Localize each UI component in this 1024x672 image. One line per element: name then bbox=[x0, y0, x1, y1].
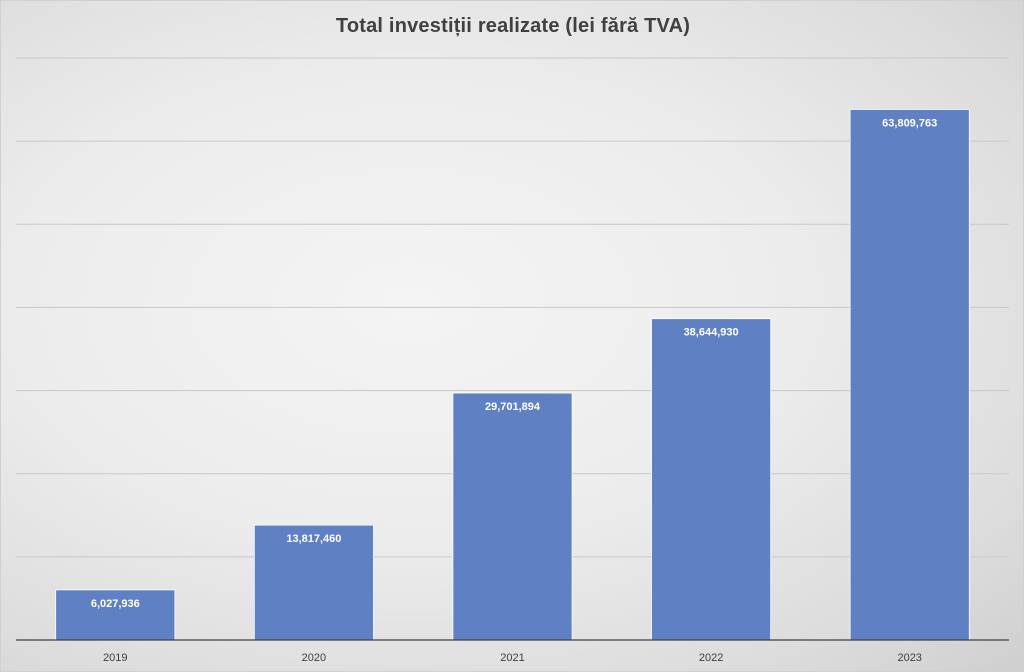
x-tick-label-2022: 2022 bbox=[699, 652, 723, 664]
data-label-2023: 63,809,763 bbox=[882, 117, 937, 129]
x-tick-label-2021: 2021 bbox=[500, 652, 524, 664]
bar-2019 bbox=[55, 589, 176, 641]
bar-2021 bbox=[452, 392, 573, 641]
x-tick-label-2020: 2020 bbox=[302, 652, 326, 664]
data-label-2022: 38,644,930 bbox=[684, 327, 739, 339]
data-label-2021: 29,701,894 bbox=[485, 401, 541, 413]
data-label-2020: 13,817,460 bbox=[286, 533, 341, 545]
bar-2022 bbox=[651, 318, 772, 641]
bar-2023 bbox=[849, 109, 970, 641]
x-tick-label-2023: 2023 bbox=[897, 652, 921, 664]
data-label-2019: 6,027,936 bbox=[91, 598, 140, 610]
bar-2020 bbox=[253, 524, 374, 641]
chart-title: Total investiții realizate (lei fără TVA… bbox=[335, 15, 691, 37]
x-tick-label-2019: 2019 bbox=[103, 652, 127, 664]
